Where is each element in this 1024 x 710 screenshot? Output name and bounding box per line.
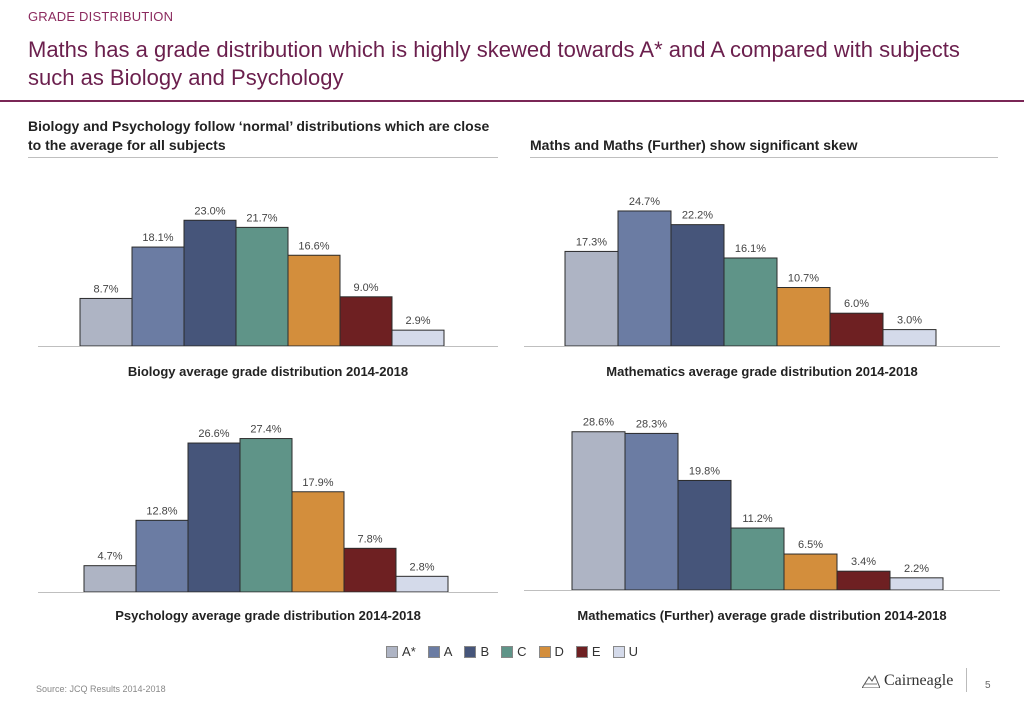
data-label: 12.8% <box>146 505 177 517</box>
bar-c <box>730 527 785 591</box>
bar-d <box>783 553 838 591</box>
bar-astar <box>83 565 137 593</box>
legend-label: E <box>591 644 601 659</box>
bar-d <box>776 287 831 347</box>
data-label: 6.5% <box>798 539 823 551</box>
bar-u <box>395 575 449 593</box>
legend-label: D <box>554 644 564 659</box>
bar-e <box>829 312 884 347</box>
left-panel-heading: Biology and Psychology follow ‘normal’ d… <box>28 118 490 153</box>
legend-swatch <box>386 645 399 658</box>
data-label: 4.7% <box>97 551 122 563</box>
bar-b <box>187 442 241 593</box>
data-label: 24.7% <box>629 196 660 208</box>
bar-c <box>235 226 289 347</box>
data-label: 17.3% <box>576 236 607 248</box>
company-logo: Cairneagle <box>862 672 953 690</box>
bar-b <box>677 479 732 591</box>
right-panel-rule <box>530 157 998 158</box>
data-label: 23.0% <box>194 205 225 217</box>
data-label: 10.7% <box>788 273 819 285</box>
data-label: 28.6% <box>583 417 614 429</box>
legend-swatch <box>464 645 477 658</box>
data-label: 26.6% <box>198 428 229 440</box>
source-note: Source: JCQ Results 2014-2018 <box>36 684 166 694</box>
data-label: 18.1% <box>142 232 173 244</box>
psychology-chart: 4.7% 12.8% 26.6% 27.4% 17.9% 7.8% 2.8% <box>38 424 498 593</box>
logo-text: Cairneagle <box>884 672 954 689</box>
bar-d <box>287 254 341 347</box>
data-label: 2.8% <box>409 561 434 573</box>
legend: A* A B C D E U <box>0 644 1024 659</box>
data-label: 3.0% <box>897 315 922 327</box>
legend-swatch <box>538 645 551 658</box>
legend-swatch <box>575 645 588 658</box>
mountain-icon <box>862 674 880 688</box>
section-label: GRADE DISTRIBUTION <box>28 9 174 24</box>
bar-e <box>836 570 891 591</box>
legend-item: E <box>575 644 601 659</box>
data-label: 6.0% <box>844 298 869 310</box>
bar-b <box>670 224 725 347</box>
data-label: 2.2% <box>904 563 929 575</box>
bar-a <box>135 519 189 593</box>
data-label: 7.8% <box>357 533 382 545</box>
legend-item: A <box>427 644 453 659</box>
bar-astar <box>571 431 626 591</box>
legend-swatch <box>427 645 440 658</box>
legend-item: D <box>538 644 564 659</box>
legend-swatch <box>501 645 514 658</box>
bar-astar <box>564 250 619 347</box>
bar-u <box>889 577 944 591</box>
bar-d <box>291 491 345 593</box>
footer-divider <box>966 668 967 692</box>
right-panel-heading: Maths and Maths (Further) show significa… <box>530 137 858 153</box>
title-divider <box>0 100 1024 102</box>
data-label: 16.6% <box>298 240 329 252</box>
legend-label: C <box>517 644 527 659</box>
legend-item: B <box>464 644 489 659</box>
data-label: 28.3% <box>636 418 667 430</box>
bar-astar <box>79 297 133 347</box>
mathematics-further-chart-title: Mathematics (Further) average grade dist… <box>577 608 947 623</box>
data-label: 2.9% <box>405 315 430 327</box>
bar-b <box>183 219 237 347</box>
legend-label: A* <box>402 644 416 659</box>
mathematics-chart-title: Mathematics average grade distribution 2… <box>606 364 918 379</box>
legend-item: A* <box>386 644 416 659</box>
psychology-chart-title: Psychology average grade distribution 20… <box>115 608 421 623</box>
data-label: 8.7% <box>93 283 118 295</box>
data-label: 21.7% <box>246 212 277 224</box>
data-label: 22.2% <box>682 210 713 222</box>
legend-label: A <box>443 644 453 659</box>
bar-a <box>624 432 679 591</box>
bar-u <box>882 329 937 347</box>
data-label: 16.1% <box>735 243 766 255</box>
bar-a <box>617 210 672 347</box>
page-title: Maths has a grade distribution which is … <box>28 37 960 90</box>
data-label: 9.0% <box>353 282 378 294</box>
legend-item: U <box>612 644 638 659</box>
data-label: 11.2% <box>742 513 773 525</box>
page-number: 5 <box>985 680 991 691</box>
bar-a <box>131 246 185 347</box>
data-label: 19.8% <box>689 465 720 477</box>
biology-chart-title: Biology average grade distribution 2014-… <box>127 364 409 379</box>
bar-c <box>239 438 293 593</box>
bar-u <box>391 329 445 347</box>
legend-item: C <box>501 644 527 659</box>
mathematics-further-chart: 28.6% 28.3% 19.8% 11.2% 6.5% 3.4% 2.2% <box>524 417 1000 591</box>
mathematics-chart: 17.3% 24.7% 22.2% 16.1% 10.7% 6.0% 3.0% <box>524 196 1000 347</box>
bar-e <box>343 547 397 593</box>
legend-label: U <box>628 644 638 659</box>
biology-chart: 8.7% 18.1% 23.0% 21.7% 16.6% 9.0% 2.9% <box>38 205 498 347</box>
data-label: 17.9% <box>302 477 333 489</box>
bar-e <box>339 296 393 347</box>
bar-c <box>723 257 778 347</box>
left-panel-rule <box>28 157 498 158</box>
legend-swatch <box>612 645 625 658</box>
data-label: 3.4% <box>851 556 876 568</box>
legend-label: B <box>480 644 490 659</box>
data-label: 27.4% <box>250 424 281 436</box>
